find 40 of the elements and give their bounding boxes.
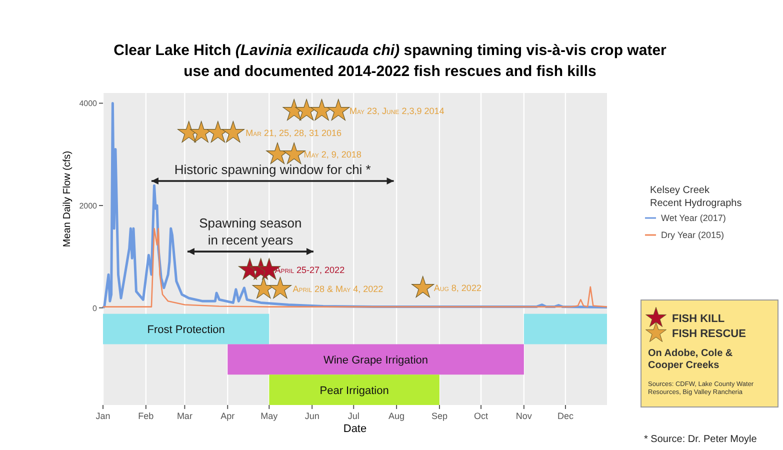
x-tick-label: Aug xyxy=(388,411,405,421)
annotation: Mar 21, 25, 28, 31 2016 xyxy=(246,128,342,138)
point xyxy=(222,121,244,143)
point xyxy=(268,277,292,299)
y-axis-title: Mean Daily Flow (cfs) xyxy=(62,150,73,248)
x-tick-label: Sep xyxy=(431,411,448,421)
x-tick-label: Nov xyxy=(516,411,532,421)
text: On Adobe, Cole & Cooper Creeks xyxy=(648,348,733,371)
x-tick-label: Apr xyxy=(220,411,235,421)
band-label: Wine Grape Irrigation xyxy=(323,354,428,366)
point xyxy=(282,142,306,164)
x-tick-label: May xyxy=(260,411,278,421)
legend-label: Wet Year (2017) xyxy=(661,213,726,223)
chart-title: Clear Lake Hitch (Lavinia exilicauda chi) spawning timing vis-à-vis crop water use and documented 2014-2022 fish rescues and fish kills xyxy=(114,42,666,80)
y-tick-label: 4000 xyxy=(79,99,98,108)
y-tick-label: 0 xyxy=(92,304,98,313)
x-axis-title: Date xyxy=(343,423,367,435)
text: * Source: Dr. Peter Moyle xyxy=(644,434,758,445)
annotation: Spawning season in recent years xyxy=(199,216,302,248)
annotation: May 23, June 2,3,9 2014 xyxy=(349,106,444,116)
annotation: May 2, 9, 2018 xyxy=(304,149,362,160)
point xyxy=(412,276,434,298)
legend-label: FISH KILL xyxy=(672,313,725,325)
band-label: Frost Protection xyxy=(147,324,225,336)
x-tick-label: Jul xyxy=(348,411,360,421)
legend-label: Dry Year (2015) xyxy=(661,230,724,240)
annotation: Aug 8, 2022 xyxy=(434,282,482,293)
band-label: Pear Irrigation xyxy=(320,384,389,397)
legend-title: Kelsey Creek Recent Hydrographs xyxy=(650,185,742,209)
annotation: April 28 & May 4, 2022 xyxy=(292,284,384,294)
y-tick-label: 2000 xyxy=(79,202,98,211)
x-tick-label: Feb xyxy=(138,411,154,421)
annotation: Historic spawning window for chi * xyxy=(174,162,371,177)
x-tick-label: Dec xyxy=(557,411,574,421)
x-tick-label: Oct xyxy=(474,411,488,421)
x-tick-label: Jan xyxy=(96,411,110,421)
point xyxy=(327,99,350,121)
x-tick-label: Mar xyxy=(176,411,192,421)
legend-label: FISH RESCUE xyxy=(672,328,746,340)
x-tick-label: Jun xyxy=(304,411,320,421)
